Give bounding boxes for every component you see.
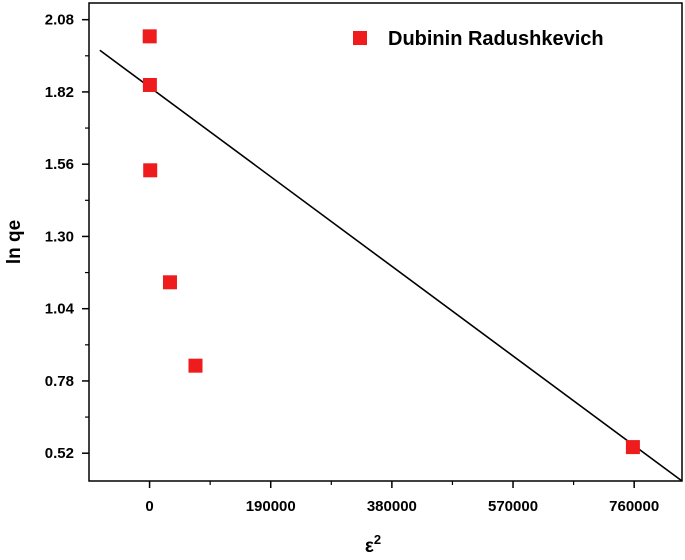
data-point (142, 29, 157, 44)
y-tick-label: 0.78 (45, 373, 74, 390)
y-tick-label: 2.08 (45, 12, 74, 29)
y-tick-label: 1.04 (45, 301, 75, 318)
data-point (162, 275, 177, 290)
x-tick-label: 380000 (367, 498, 417, 515)
legend-label: Dubinin Radushkevich (388, 28, 604, 50)
fit-line-group (99, 49, 683, 482)
data-point (625, 440, 640, 455)
data-point (188, 358, 203, 373)
data-point (142, 77, 157, 92)
y-tick-label: 0.52 (45, 445, 74, 462)
x-tick-label: 760000 (609, 498, 659, 515)
x-tick-label: 190000 (246, 498, 296, 515)
y-tick-label: 1.56 (45, 156, 74, 173)
fit-line (99, 49, 683, 482)
data-point (143, 163, 158, 178)
legend-marker (353, 31, 367, 45)
x-axis-ticks: 0 190000 380000 570000 760000 (145, 481, 659, 515)
y-tick-label: 1.30 (45, 228, 74, 245)
x-tick-label: 0 (145, 498, 153, 515)
y-axis-title: ln qe (4, 220, 25, 264)
legend: Dubinin Radushkevich (353, 28, 604, 50)
y-axis-ticks: 0.52 0.78 1.04 1.30 1.56 1.82 2.08 (45, 12, 89, 462)
y-tick-label: 1.82 (45, 84, 74, 101)
x-axis-title: ε2 (365, 532, 381, 557)
x-tick-label: 570000 (488, 498, 538, 515)
plot-frame (88, 2, 683, 482)
data-points (142, 29, 640, 455)
